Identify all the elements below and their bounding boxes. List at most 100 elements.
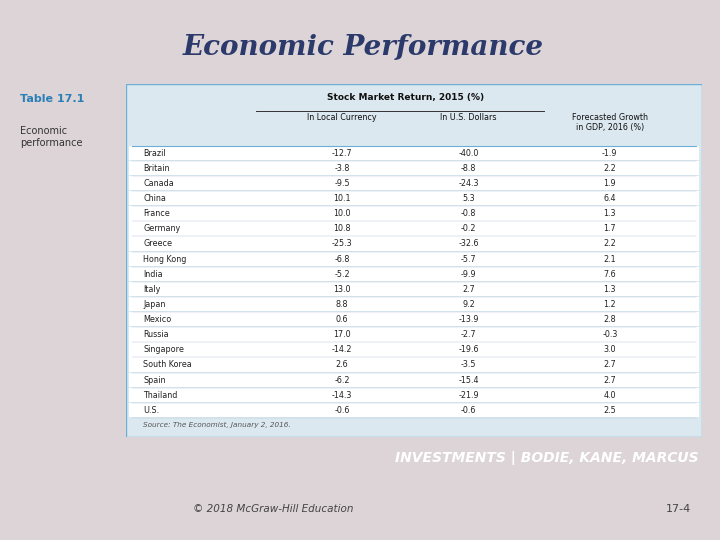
Text: 2.5: 2.5 xyxy=(603,406,616,415)
Text: Stock Market Return, 2015 (%): Stock Market Return, 2015 (%) xyxy=(327,92,484,102)
Text: Singapore: Singapore xyxy=(143,346,184,354)
Bar xyxy=(129,191,699,205)
Bar xyxy=(129,161,699,175)
Text: 2.7: 2.7 xyxy=(603,361,616,369)
Text: South Korea: South Korea xyxy=(143,361,192,369)
Text: Greece: Greece xyxy=(143,239,172,248)
Text: Forecasted Growth
in GDP, 2016 (%): Forecasted Growth in GDP, 2016 (%) xyxy=(572,113,648,132)
Text: -0.2: -0.2 xyxy=(461,224,477,233)
Text: 5.3: 5.3 xyxy=(462,194,475,203)
Text: China: China xyxy=(143,194,166,203)
Text: 2.7: 2.7 xyxy=(462,285,475,294)
Text: In Local Currency: In Local Currency xyxy=(307,113,377,122)
Text: France: France xyxy=(143,209,170,218)
Text: -15.4: -15.4 xyxy=(459,376,479,384)
Text: Italy: Italy xyxy=(143,285,161,294)
Text: Japan: Japan xyxy=(143,300,166,309)
Bar xyxy=(129,373,699,387)
Text: 13.0: 13.0 xyxy=(333,285,351,294)
Text: In U.S. Dollars: In U.S. Dollars xyxy=(441,113,497,122)
Text: 1.9: 1.9 xyxy=(603,179,616,188)
Text: Mexico: Mexico xyxy=(143,315,171,324)
Text: -14.3: -14.3 xyxy=(332,391,352,400)
Text: -19.6: -19.6 xyxy=(459,346,479,354)
Text: U.S.: U.S. xyxy=(143,406,159,415)
Text: Table 17.1: Table 17.1 xyxy=(20,94,84,104)
Text: 2.2: 2.2 xyxy=(603,164,616,173)
Text: Spain: Spain xyxy=(143,376,166,384)
Text: 2.2: 2.2 xyxy=(603,239,616,248)
Text: -0.6: -0.6 xyxy=(334,406,350,415)
Text: 10.0: 10.0 xyxy=(333,209,351,218)
Bar xyxy=(129,176,699,190)
Text: Thailand: Thailand xyxy=(143,391,178,400)
Text: 1.2: 1.2 xyxy=(603,300,616,309)
Text: -24.3: -24.3 xyxy=(459,179,479,188)
Text: -0.3: -0.3 xyxy=(602,330,618,339)
Text: -32.6: -32.6 xyxy=(459,239,479,248)
Text: 2.6: 2.6 xyxy=(336,361,348,369)
Text: 4.0: 4.0 xyxy=(603,391,616,400)
Text: 3.0: 3.0 xyxy=(603,346,616,354)
Text: -5.2: -5.2 xyxy=(334,269,350,279)
Text: -3.5: -3.5 xyxy=(461,361,477,369)
Text: 2.8: 2.8 xyxy=(603,315,616,324)
Text: -6.8: -6.8 xyxy=(334,254,350,264)
Text: -13.9: -13.9 xyxy=(459,315,479,324)
Text: 2.7: 2.7 xyxy=(603,376,616,384)
Bar xyxy=(129,357,699,372)
Text: -40.0: -40.0 xyxy=(459,148,479,158)
Text: -12.7: -12.7 xyxy=(332,148,352,158)
Bar xyxy=(129,221,699,235)
Text: © 2018 McGraw-Hill Education: © 2018 McGraw-Hill Education xyxy=(194,504,354,514)
Text: -21.9: -21.9 xyxy=(459,391,479,400)
Text: -9.9: -9.9 xyxy=(461,269,477,279)
Bar xyxy=(129,342,699,357)
Text: -1.9: -1.9 xyxy=(602,148,618,158)
Text: 17.0: 17.0 xyxy=(333,330,351,339)
Text: 1.3: 1.3 xyxy=(603,285,616,294)
Bar xyxy=(129,282,699,296)
Text: Economic Performance: Economic Performance xyxy=(183,33,544,60)
Bar xyxy=(129,267,699,281)
Text: Canada: Canada xyxy=(143,179,174,188)
Text: Hong Kong: Hong Kong xyxy=(143,254,186,264)
Text: 9.2: 9.2 xyxy=(462,300,475,309)
Text: Germany: Germany xyxy=(143,224,181,233)
Text: Economic
performance: Economic performance xyxy=(20,126,83,148)
Bar xyxy=(129,206,699,220)
Text: -2.7: -2.7 xyxy=(461,330,477,339)
Bar xyxy=(129,237,699,251)
Bar xyxy=(129,403,699,417)
Text: Britain: Britain xyxy=(143,164,170,173)
Text: -8.8: -8.8 xyxy=(461,164,477,173)
Text: 1.3: 1.3 xyxy=(603,209,616,218)
Text: -5.7: -5.7 xyxy=(461,254,477,264)
Text: -6.2: -6.2 xyxy=(334,376,350,384)
Text: 2.1: 2.1 xyxy=(603,254,616,264)
Text: -25.3: -25.3 xyxy=(332,239,352,248)
Bar xyxy=(129,327,699,342)
Bar xyxy=(129,297,699,312)
Bar xyxy=(129,146,699,160)
Bar xyxy=(129,388,699,402)
Text: 8.8: 8.8 xyxy=(336,300,348,309)
Text: 10.8: 10.8 xyxy=(333,224,351,233)
Bar xyxy=(129,252,699,266)
Text: 6.4: 6.4 xyxy=(603,194,616,203)
Text: India: India xyxy=(143,269,163,279)
Text: -3.8: -3.8 xyxy=(334,164,350,173)
Text: 0.6: 0.6 xyxy=(336,315,348,324)
Text: INVESTMENTS | BODIE, KANE, MARCUS: INVESTMENTS | BODIE, KANE, MARCUS xyxy=(395,451,698,465)
Text: 17-4: 17-4 xyxy=(666,504,691,514)
FancyBboxPatch shape xyxy=(126,84,702,437)
Text: 10.1: 10.1 xyxy=(333,194,351,203)
Text: -0.6: -0.6 xyxy=(461,406,477,415)
Text: 7.6: 7.6 xyxy=(603,269,616,279)
Text: Russia: Russia xyxy=(143,330,169,339)
Text: -14.2: -14.2 xyxy=(332,346,352,354)
Text: -9.5: -9.5 xyxy=(334,179,350,188)
Text: Brazil: Brazil xyxy=(143,148,166,158)
Text: 1.7: 1.7 xyxy=(603,224,616,233)
Bar xyxy=(129,312,699,327)
